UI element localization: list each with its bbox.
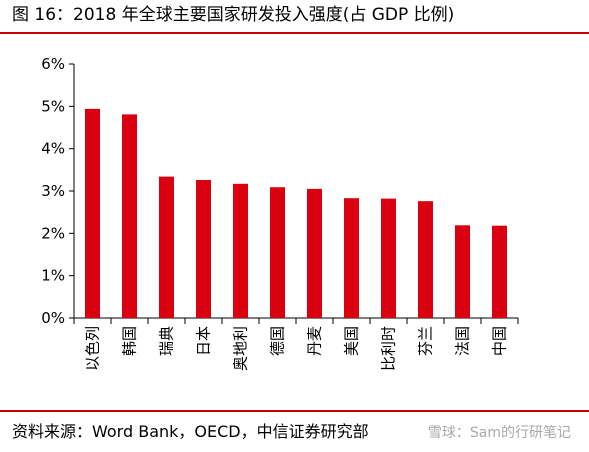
source-note: 资料来源：Word Bank，OECD，中信证券研究部: [12, 422, 369, 441]
figure-title: 图 16：2018 年全球主要国家研发投入强度(占 GDP 比例): [12, 5, 455, 25]
x-category-label: 瑞典: [158, 326, 176, 356]
title-rule: [0, 32, 589, 34]
y-tick-label: 2%: [41, 224, 65, 242]
y-tick-label: 1%: [41, 267, 65, 285]
bar: [307, 188, 322, 318]
source-rule: [0, 410, 589, 412]
x-category-label: 芬兰: [417, 326, 435, 356]
bar: [196, 179, 211, 318]
x-category-label: 以色列: [84, 326, 102, 371]
bar: [492, 225, 507, 318]
x-category-label: 美国: [343, 326, 361, 356]
x-category-label: 法国: [454, 326, 472, 356]
bar: [381, 198, 396, 318]
y-tick-label: 6%: [41, 55, 65, 73]
category-labels: 以色列 韩国 瑞典 日本 奥地利 德国 丹麦 美国 比利时 芬兰 法国 中国: [84, 326, 509, 371]
y-tick-label: 5%: [41, 97, 65, 115]
x-category-label: 奥地利: [232, 326, 250, 371]
watermark: 雪球：Sam的行研笔记: [427, 425, 571, 441]
x-category-label: 中国: [491, 326, 509, 356]
y-tick-label: 3%: [41, 182, 65, 200]
bar: [344, 198, 359, 318]
y-tick-label: 0%: [41, 309, 65, 327]
bar: [122, 114, 137, 318]
x-category-label: 德国: [269, 326, 287, 356]
bar: [233, 183, 248, 318]
x-category-label: 韩国: [121, 326, 139, 356]
x-category-label: 日本: [195, 326, 213, 356]
x-category-label: 丹麦: [306, 326, 324, 356]
y-tick-label: 4%: [41, 140, 65, 158]
bar: [159, 176, 174, 318]
y-axis: 0% 1% 2% 3% 4% 5% 6%: [41, 55, 75, 327]
x-category-label: 比利时: [380, 326, 398, 371]
bar: [418, 201, 433, 318]
bar: [455, 225, 470, 318]
bar: [270, 187, 285, 318]
bars: [85, 108, 507, 318]
bar: [85, 108, 100, 318]
x-axis: [73, 317, 519, 324]
